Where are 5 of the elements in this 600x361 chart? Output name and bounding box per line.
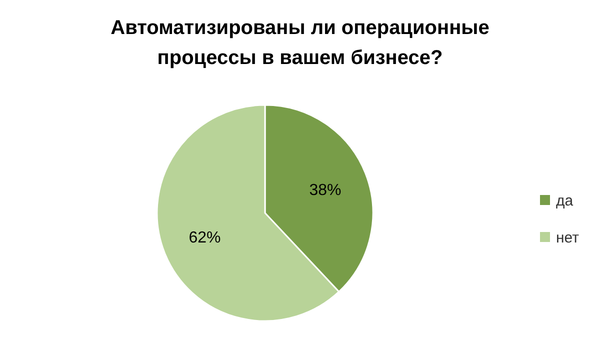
data-label: 62%	[188, 229, 221, 246]
legend-label: нет	[556, 229, 580, 246]
data-label: 38%	[309, 182, 342, 199]
chart-title: Автоматизированы ли операционные процессы в вашем бизнесе?	[110, 17, 490, 69]
legend-label: да	[556, 192, 574, 210]
